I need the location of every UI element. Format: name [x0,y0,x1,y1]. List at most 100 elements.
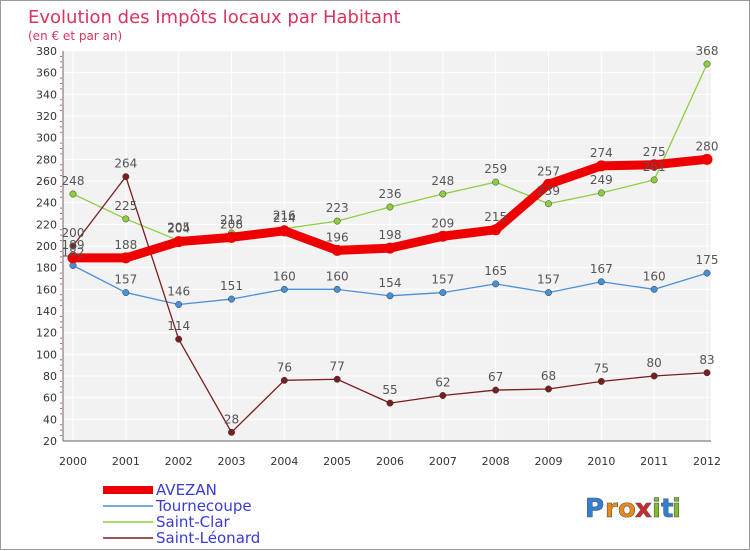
data-label: 189 [62,238,85,252]
series-point [333,285,341,293]
series-point [280,285,288,293]
data-label: 67 [488,370,503,384]
y-tick-label: 160 [36,283,57,296]
series-point [439,392,447,399]
data-label: 209 [431,216,454,230]
data-label: 198 [379,228,402,242]
data-label: 280 [696,139,719,153]
chart-subtitle: (en € et par an) [28,29,122,43]
series-group [67,60,713,436]
y-tick-label: 360 [36,67,57,80]
series-point [597,189,605,197]
data-label: 368 [696,44,719,58]
brand-letter: P [585,494,604,524]
brand-letter: x [635,494,652,524]
data-label: 225 [114,199,137,213]
brand-letter: i [652,494,661,524]
series-point [492,386,500,394]
series-point [545,289,552,297]
data-label: 167 [590,262,613,276]
series-point [173,236,185,248]
data-label: 205 [167,221,190,235]
y-tick-label: 240 [36,197,57,210]
data-label: 83 [699,353,714,367]
data-label: 248 [431,174,454,188]
data-label: 165 [484,264,507,278]
data-label: 188 [114,238,137,252]
series-point [122,173,130,181]
data-label: 223 [326,201,349,215]
data-label: 261 [643,160,666,174]
series-point [597,278,605,286]
brand-letter: r [605,494,618,524]
data-labels: 182 157 146 151 160 160 154 157 165 157 167 160 175 2… [62,44,719,426]
x-tick-label: 2001 [112,455,140,468]
y-tick-label: 20 [43,435,57,448]
series-point [650,176,658,184]
data-label: 248 [62,174,85,188]
series-point [648,159,660,171]
y-tick-label: 180 [36,262,57,275]
series-point [701,153,713,165]
series-point [703,60,711,68]
data-label: 236 [379,187,402,201]
legend-label: AVEZAN [156,481,217,499]
data-label: 77 [330,359,345,373]
chart-title: Evolution des Impôts locaux par Habitant [28,7,401,28]
series-point [543,178,554,190]
series-point [228,295,235,303]
x-tick-label: 2005 [323,455,351,468]
series-point [122,289,130,297]
data-label: 62 [435,376,450,390]
x-tick-label: 2000 [59,455,87,468]
data-label: 182 [62,246,85,260]
brand-letter: t [661,494,673,524]
data-label: 175 [696,253,719,267]
series-point [545,385,552,393]
series-point [439,289,447,297]
data-label: 157 [431,273,454,287]
data-label: 204 [167,222,190,236]
series-point [69,190,77,198]
data-label: 80 [647,356,662,370]
y-tick-label: 200 [36,240,57,253]
data-label: 157 [537,273,560,287]
data-label: 55 [382,383,397,397]
y-tick-label: 40 [43,413,57,426]
y-tick-label: 100 [36,348,57,361]
data-label: 160 [643,269,666,283]
x-tick-label: 2008 [482,455,510,468]
x-tick-label: 2012 [693,455,721,468]
series-point [226,231,237,243]
series-point [650,372,658,380]
series-point [492,280,500,288]
data-label: 216 [273,209,296,223]
series-point [175,335,183,343]
x-tick-label: 2006 [376,455,404,468]
series-point [122,215,130,223]
data-label: 146 [167,285,190,299]
series-point [650,285,658,293]
series-point [492,178,500,186]
legend-label: Tournecoupe [155,497,252,515]
x-tick-label: 2003 [218,455,246,468]
series-point [545,200,552,208]
series-point [333,217,341,225]
y-tick-label: 80 [43,370,57,383]
brand-letter: o [618,494,636,524]
series-point [278,225,290,237]
data-label: 259 [484,162,507,176]
x-tick-label: 2011 [640,455,668,468]
data-label: 212 [220,213,243,227]
y-tick-label: 140 [36,305,57,318]
series-point [386,203,394,211]
data-label: 76 [277,360,292,374]
series-point [67,252,79,264]
y-tick-label: 340 [36,88,57,101]
data-label: 157 [114,273,137,287]
series-point [69,242,77,250]
data-label: 214 [273,211,296,225]
x-tick-label: 2004 [270,455,298,468]
